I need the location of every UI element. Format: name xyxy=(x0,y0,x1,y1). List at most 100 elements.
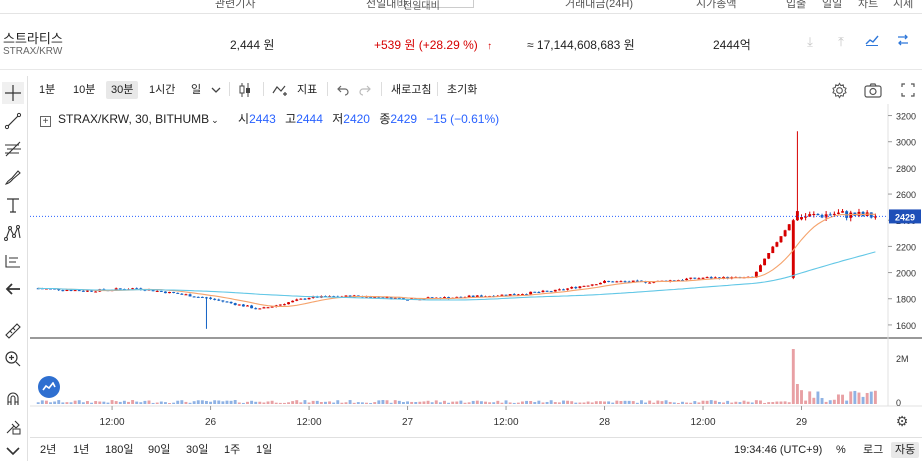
time-tick-label: 28 xyxy=(599,417,611,428)
candle-body xyxy=(619,281,623,283)
candle-body xyxy=(57,288,61,291)
brush-icon[interactable] xyxy=(2,166,24,188)
volume-bar xyxy=(299,402,303,404)
interval-1m[interactable]: 1분 xyxy=(39,84,56,96)
lock-drawing-icon[interactable] xyxy=(2,416,24,438)
volume-bar xyxy=(94,401,98,404)
column-header: 입출 xyxy=(786,0,807,10)
volume-bar xyxy=(681,401,684,404)
volume-bar xyxy=(422,401,426,404)
volume-bar xyxy=(311,400,315,404)
interval-1h[interactable]: 1시간 xyxy=(149,84,176,96)
tradingview-logo-icon[interactable] xyxy=(38,376,60,398)
legend-change: −15 (−0.61%) xyxy=(426,112,500,126)
legend-high-label: 고 xyxy=(285,112,297,126)
candle-body xyxy=(804,216,808,218)
range-2y[interactable]: 2년 xyxy=(40,444,57,456)
volume-bar xyxy=(640,400,643,404)
candle-body xyxy=(385,296,389,299)
indicator-button[interactable]: 지표 xyxy=(297,84,318,96)
volume-bar xyxy=(644,402,648,404)
volume-bar xyxy=(266,401,270,404)
deposit-icon[interactable]: ⤓ xyxy=(807,34,813,49)
volume-bar xyxy=(36,402,40,404)
clock[interactable]: 19:34:46 (UTC+9) xyxy=(734,444,823,456)
range-30d[interactable]: 30일 xyxy=(186,444,209,456)
candle-body xyxy=(381,297,385,299)
volume-bar xyxy=(352,402,356,404)
text-tool-icon[interactable] xyxy=(2,194,24,216)
chevron-down-icon[interactable] xyxy=(2,440,24,462)
legend-open-label: 시 xyxy=(238,112,250,126)
percent-toggle[interactable]: % xyxy=(836,444,846,456)
zoom-in-icon[interactable] xyxy=(2,348,24,370)
volume-bar xyxy=(307,402,311,404)
reset-button[interactable]: 초기화 xyxy=(447,84,478,96)
candle-body xyxy=(287,302,290,305)
period-select[interactable]: 전일대비 xyxy=(398,0,474,12)
fib-retracement-icon[interactable] xyxy=(2,138,24,160)
volume-bar xyxy=(73,400,77,404)
time-tick-label: 12:00 xyxy=(297,417,322,428)
refresh-button[interactable]: 새로고침 xyxy=(391,84,432,96)
candle-body xyxy=(824,214,828,218)
volume-bar xyxy=(205,400,208,404)
price-tick-label: 3000 xyxy=(896,138,916,148)
volume-bar xyxy=(40,400,44,404)
indicator-icon[interactable] xyxy=(271,80,291,100)
volume-bar xyxy=(81,402,85,404)
volume-bar xyxy=(763,402,767,404)
volume-bar xyxy=(209,401,213,404)
prediction-icon[interactable] xyxy=(2,250,24,272)
price-chart[interactable]: + STRAX/KRW, 30, BITHUMB ⌄ 시2443 고2444 저24… xyxy=(30,104,922,437)
candle-body xyxy=(525,294,529,296)
fullscreen-icon[interactable] xyxy=(898,80,918,100)
range-1y[interactable]: 1년 xyxy=(73,444,90,456)
legend-dropdown-icon[interactable]: ⌄ xyxy=(211,115,219,125)
swap-icon[interactable] xyxy=(894,34,912,50)
candle-body xyxy=(566,288,570,290)
price-tick-label: 1600 xyxy=(896,321,916,331)
log-toggle[interactable]: 로그 xyxy=(863,444,884,456)
range-1w[interactable]: 1주 xyxy=(224,444,241,456)
candle-body xyxy=(196,296,200,298)
coin-row[interactable]: 스트라티스 STRAX/KRW 2,444 원 +539 원 (+28.29 %… xyxy=(0,18,922,70)
settings-gear-icon[interactable] xyxy=(829,80,849,100)
candle-body xyxy=(775,242,779,247)
chart-trend-icon[interactable] xyxy=(863,34,881,50)
volume-bar xyxy=(438,402,442,404)
expand-legend-icon[interactable]: + xyxy=(40,116,51,127)
volume-bar xyxy=(287,402,290,404)
redo-icon[interactable] xyxy=(355,80,375,100)
undo-icon[interactable] xyxy=(333,80,353,100)
volume-bar xyxy=(709,400,713,404)
camera-icon[interactable] xyxy=(863,80,883,100)
axis-settings-icon[interactable]: ⚙ xyxy=(896,414,909,430)
auto-toggle[interactable]: 자동 xyxy=(891,442,920,458)
range-90d[interactable]: 90일 xyxy=(148,444,171,456)
legend-symbol[interactable]: STRAX/KRW, 30, BITHUMB xyxy=(58,112,210,126)
candle-style-icon[interactable] xyxy=(235,80,255,100)
column-header: 시세 xyxy=(893,0,914,10)
range-1d[interactable]: 1일 xyxy=(256,444,273,456)
chart-canvas[interactable]: 3200300028002600240022002000180016002M01… xyxy=(30,104,922,437)
withdraw-icon[interactable]: ⤒ xyxy=(838,34,844,49)
ruler-icon[interactable] xyxy=(2,320,24,342)
volume-bar xyxy=(820,398,824,404)
pattern-icon[interactable] xyxy=(2,222,24,244)
candle-body xyxy=(131,288,135,290)
volume-bar xyxy=(332,402,336,404)
ma-short-line xyxy=(38,213,876,308)
interval-30m[interactable]: 30분 xyxy=(106,81,139,99)
trend-line-icon[interactable] xyxy=(2,110,24,132)
interval-dropdown-icon[interactable] xyxy=(206,80,226,100)
coin-name[interactable]: 스트라티스 xyxy=(3,31,63,46)
volume-bar xyxy=(241,402,245,404)
interval-day[interactable]: 일 xyxy=(191,84,202,96)
interval-10m[interactable]: 10분 xyxy=(73,84,96,96)
volume-tick-label: 0 xyxy=(896,398,901,408)
magnet-icon[interactable] xyxy=(2,388,24,410)
range-180d[interactable]: 180일 xyxy=(105,444,134,456)
crosshair-icon[interactable] xyxy=(2,82,24,104)
back-arrow-icon[interactable] xyxy=(2,278,24,300)
